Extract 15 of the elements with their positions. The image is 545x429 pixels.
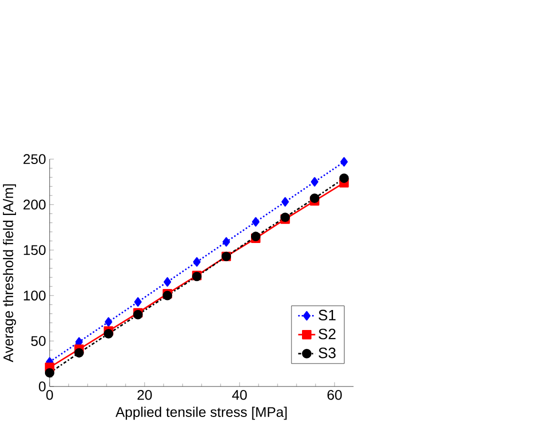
y-tick-label: 100 <box>24 290 46 300</box>
x-tick-label: 0 <box>46 390 53 400</box>
x-tick-label: 20 <box>138 390 152 400</box>
legend-label: S3 <box>318 348 336 358</box>
y-tick-label: 250 <box>24 154 46 164</box>
y-tick-label: 150 <box>24 245 46 256</box>
x-tick-label: 60 <box>327 390 342 400</box>
y-tick-label: 50 <box>31 336 46 346</box>
x-axis-title: Applied tensile stress [MPa] <box>116 406 287 420</box>
legend-label: S2 <box>318 328 336 340</box>
y-tick-label: 0 <box>38 382 46 392</box>
x-tick-label: 40 <box>232 390 247 400</box>
y-tick-label: 200 <box>24 200 46 210</box>
legend-label: S1 <box>318 310 336 320</box>
y-axis-title: Average threshold field [A/m] <box>2 184 16 362</box>
